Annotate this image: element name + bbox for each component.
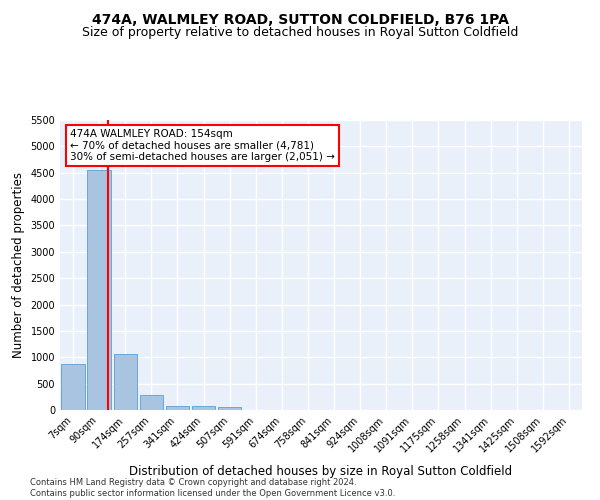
Bar	[166, 406, 189, 410]
Bar	[192, 406, 215, 410]
Bar	[218, 408, 241, 410]
Y-axis label: Number of detached properties: Number of detached properties	[12, 172, 25, 358]
X-axis label: Distribution of detached houses by size in Royal Sutton Coldfield: Distribution of detached houses by size …	[130, 465, 512, 478]
Text: Size of property relative to detached houses in Royal Sutton Coldfield: Size of property relative to detached ho…	[82, 26, 518, 39]
Bar	[113, 354, 137, 410]
Text: 474A WALMLEY ROAD: 154sqm
← 70% of detached houses are smaller (4,781)
30% of se: 474A WALMLEY ROAD: 154sqm ← 70% of detac…	[70, 128, 335, 162]
Bar	[88, 170, 111, 410]
Text: Contains HM Land Registry data © Crown copyright and database right 2024.
Contai: Contains HM Land Registry data © Crown c…	[30, 478, 395, 498]
Bar	[61, 364, 85, 410]
Bar	[140, 394, 163, 410]
Text: 474A, WALMLEY ROAD, SUTTON COLDFIELD, B76 1PA: 474A, WALMLEY ROAD, SUTTON COLDFIELD, B7…	[92, 12, 508, 26]
